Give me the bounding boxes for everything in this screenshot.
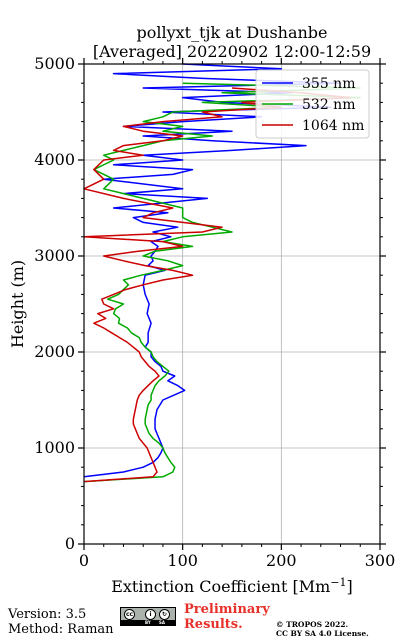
legend: 355 nm 532 nm 1064 nm <box>255 69 370 139</box>
y-tick-label: 5000 <box>34 54 75 73</box>
version-text: Version: 3.5 <box>8 607 87 622</box>
legend-box <box>255 69 370 139</box>
chart-title-line1: pollyxt_tjk at Dushanbe <box>136 23 327 42</box>
prelim-line1: Preliminary <box>184 602 270 617</box>
copyright-line2: CC BY SA 4.0 License. <box>276 629 369 638</box>
y-axis-label: Height (m) <box>8 260 27 348</box>
copyright-notice: © TROPOS 2022. CC BY SA 4.0 License. <box>276 620 369 638</box>
cc-license-badge: cc i ↻ BY SA <box>120 607 176 626</box>
chart-title-line2: [Averaged] 20220902 12:00-12:59 <box>93 42 371 61</box>
preliminary-results-note: Preliminary Results. <box>184 602 270 632</box>
copyright-line1: © TROPOS 2022. <box>276 620 349 629</box>
legend-label-1064: 1064 nm <box>302 118 364 134</box>
x-tick-label: 100 <box>167 551 198 570</box>
prelim-line2: Results. <box>184 617 243 632</box>
x-axis-label: Extinction Coefficient [Mm−1] <box>111 576 353 596</box>
by-label: BY <box>145 620 151 625</box>
cc-icon: cc <box>124 609 135 620</box>
share-alike-icon: ↻ <box>159 609 170 620</box>
series-lines <box>83 63 362 483</box>
x-tick-label: 300 <box>365 551 396 570</box>
x-tick-label: 0 <box>79 551 89 570</box>
sa-label: SA <box>159 620 165 625</box>
y-tick-label: 3000 <box>34 246 75 265</box>
legend-label-355: 355 nm <box>302 76 355 92</box>
attribution-icon: i <box>145 609 156 620</box>
legend-label-532: 532 nm <box>302 97 355 113</box>
method-text: Method: Raman <box>8 622 114 637</box>
y-tick-label: 0 <box>65 534 75 553</box>
y-tick-label: 4000 <box>34 150 75 169</box>
series-line-1 <box>83 82 362 483</box>
series-line-2 <box>83 87 352 483</box>
y-tick-label: 2000 <box>34 342 75 361</box>
y-tick-label: 1000 <box>34 438 75 457</box>
x-tick-label: 200 <box>266 551 297 570</box>
plot-frame <box>83 63 381 545</box>
